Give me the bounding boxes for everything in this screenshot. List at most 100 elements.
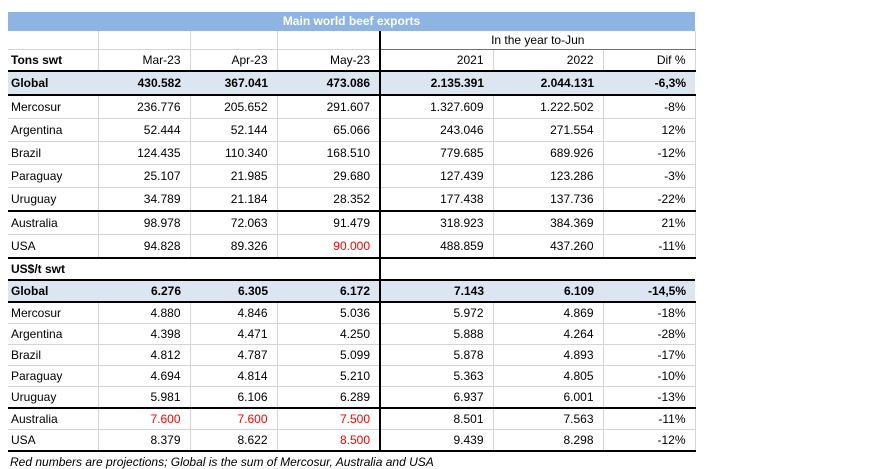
cell: 5.981 xyxy=(98,386,191,409)
beef-exports-report: Main world beef exports In the year to-J… xyxy=(8,12,696,469)
cell: 52.444 xyxy=(98,118,191,142)
column-header-row: Tons swt Mar-23 Apr-23 May-23 2021 2022 Dif % xyxy=(8,49,696,72)
cell: 7.600 xyxy=(190,408,278,430)
row-label: Argentina xyxy=(8,323,99,345)
cell: -6,3% xyxy=(603,71,696,96)
section-label: US$/t swt xyxy=(8,258,380,281)
cell: 2.135.391 xyxy=(379,71,493,96)
table-row-uruguay: Uruguay 5.981 6.106 6.289 6.937 6.001 -13% xyxy=(8,386,696,409)
cell: 4.787 xyxy=(190,344,278,366)
cell: 29.680 xyxy=(277,164,381,188)
cell: 430.582 xyxy=(98,71,190,96)
cell: 5.036 xyxy=(277,302,381,324)
cell: 243.046 xyxy=(379,118,494,142)
table-row-argentina: Argentina 52.444 52.144 65.066 243.046 271.55… xyxy=(8,118,696,142)
section-label-spacer xyxy=(378,258,696,281)
cell: -13% xyxy=(603,386,696,409)
table-row-usa: USA 8.379 8.622 8.500 9.439 8.298 -12% xyxy=(8,429,696,452)
cell: 205.652 xyxy=(190,95,278,119)
cell: 124.435 xyxy=(98,141,191,165)
cell: 6.289 xyxy=(277,386,381,409)
cell: 689.926 xyxy=(493,141,604,165)
row-label: Australia xyxy=(8,211,99,235)
cell: -10% xyxy=(603,365,696,387)
cell: 34.789 xyxy=(98,187,191,212)
cell: 5.099 xyxy=(277,344,381,366)
cell: 6.172 xyxy=(277,280,380,303)
column-header: 2021 xyxy=(379,49,494,72)
cell: 28.352 xyxy=(277,187,381,212)
cell: 177.438 xyxy=(379,187,494,212)
cell: 8.501 xyxy=(379,408,494,430)
cell: 8.298 xyxy=(493,429,604,452)
row-label: Brazil xyxy=(8,141,99,165)
table-row-global: Global 430.582 367.041 473.086 2.135.391 2.04… xyxy=(8,71,696,96)
cell: 94.828 xyxy=(98,234,191,259)
table-row-uruguay: Uruguay 34.789 21.184 28.352 177.438 137.736-… xyxy=(8,187,696,212)
cell: 437.260 xyxy=(493,234,604,259)
row-label: Brazil xyxy=(8,344,99,366)
cell: 168.510 xyxy=(277,141,381,165)
column-header: 2022 xyxy=(493,49,604,72)
section-label-row: US$/t swt xyxy=(8,258,696,281)
cell: 6.305 xyxy=(190,280,277,303)
table-row-brazil: Brazil 4.812 4.787 5.099 5.878 4.893 -17% xyxy=(8,344,696,366)
cell: 291.607 xyxy=(277,95,381,119)
row-label: USA xyxy=(8,429,99,452)
table-row-usa: USA 94.828 89.326 90.000 488.859 437.260 -11% xyxy=(8,234,696,259)
section-1-header-label: Tons swt xyxy=(8,49,99,72)
row-label: Argentina xyxy=(8,118,99,142)
cell: 123.286 xyxy=(493,164,604,188)
row-label: Mercosur xyxy=(8,302,99,324)
cell: 5.888 xyxy=(379,323,494,345)
cell: 7.563 xyxy=(493,408,604,430)
table-row-mercosur: Mercosur 4.880 4.846 5.036 5.972 4.869 -18% xyxy=(8,302,696,324)
cell: 12% xyxy=(603,118,696,142)
cell: 9.439 xyxy=(379,429,494,452)
row-label: Paraguay xyxy=(8,365,99,387)
cell: 2.044.131 xyxy=(493,71,603,96)
cell: 6.001 xyxy=(493,386,604,409)
column-header: Dif % xyxy=(603,49,696,72)
table-row-australia: Australia 98.978 72.063 91.479 318.923 384.36… xyxy=(8,211,696,235)
cell: 25.107 xyxy=(98,164,191,188)
column-header: May-23 xyxy=(277,49,381,72)
cell: 367.041 xyxy=(190,71,277,96)
cell: 91.479 xyxy=(277,211,381,235)
beef-exports-table: In the year to-Jun Tons swt Mar-23 Apr-23 M… xyxy=(8,31,696,452)
cell: 8.500 xyxy=(277,429,381,452)
cell: 4.805 xyxy=(493,365,604,387)
spacer-cell xyxy=(190,31,278,50)
cell: 4.812 xyxy=(98,344,191,366)
cell: 127.439 xyxy=(379,164,494,188)
cell: -11% xyxy=(603,408,696,430)
row-label: Australia xyxy=(8,408,99,430)
cell: 4.250 xyxy=(277,323,381,345)
table-row-global: Global 6.276 6.305 6.172 7.143 6.109 -14,5% xyxy=(8,280,696,303)
cell: 473.086 xyxy=(277,71,380,96)
table-body: In the year to-Jun Tons swt Mar-23 Apr-23 M… xyxy=(8,31,696,452)
year-group-row: In the year to-Jun xyxy=(8,31,696,50)
row-label: Global xyxy=(8,280,98,303)
cell: 4.398 xyxy=(98,323,191,345)
cell: 4.880 xyxy=(98,302,191,324)
cell: 72.063 xyxy=(190,211,278,235)
table-row-australia: Australia 7.600 7.600 7.500 8.501 7.563 -11% xyxy=(8,408,696,430)
cell: 4.814 xyxy=(190,365,278,387)
cell: 384.369 xyxy=(493,211,604,235)
footnote: Red numbers are projections; Global is t… xyxy=(10,455,434,469)
cell: 4.846 xyxy=(190,302,278,324)
spacer-cell xyxy=(8,31,99,50)
cell: -14,5% xyxy=(603,280,696,303)
cell: 488.859 xyxy=(379,234,494,259)
cell: 8.379 xyxy=(98,429,191,452)
cell: 236.776 xyxy=(98,95,191,119)
cell: 5.878 xyxy=(379,344,494,366)
column-header: Apr-23 xyxy=(190,49,278,72)
row-label: Paraguay xyxy=(8,164,99,188)
cell: 137.736 xyxy=(493,187,604,212)
cell: -18% xyxy=(603,302,696,324)
cell: 1.222.502 xyxy=(493,95,604,119)
cell: 318.923 xyxy=(379,211,494,235)
cell: 5.210 xyxy=(277,365,381,387)
